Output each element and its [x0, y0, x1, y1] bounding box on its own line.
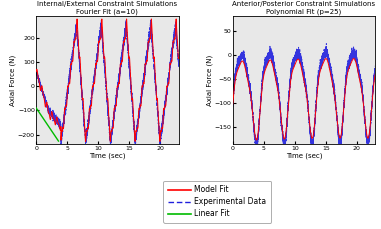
Title: Anterior/Posterior Constraint Simulations
Polynomial Fit (p=25): Anterior/Posterior Constraint Simulation… — [232, 1, 376, 15]
X-axis label: Time (sec): Time (sec) — [286, 152, 322, 158]
X-axis label: Time (sec): Time (sec) — [89, 152, 126, 158]
Y-axis label: Axial Force (N): Axial Force (N) — [207, 55, 213, 106]
Legend: Model Fit, Experimental Data, Linear Fit: Model Fit, Experimental Data, Linear Fit — [163, 181, 271, 223]
Title: Internal/External Constraint Simulations
Fourier Fit (a=10): Internal/External Constraint Simulations… — [37, 1, 178, 15]
Y-axis label: Axial Force (N): Axial Force (N) — [10, 55, 16, 106]
